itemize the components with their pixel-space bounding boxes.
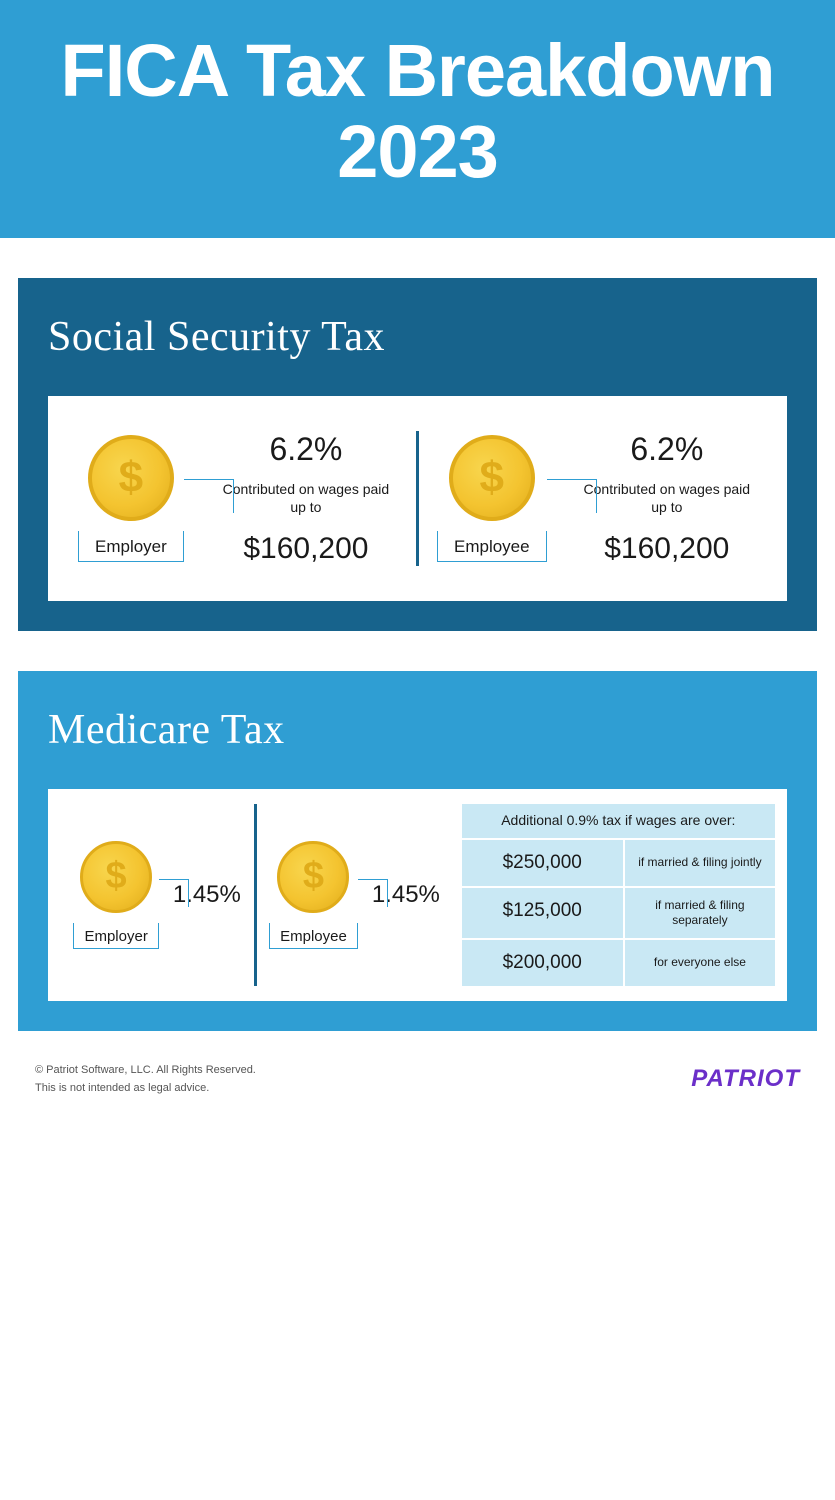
ss-employee-label: Employee xyxy=(437,531,547,562)
threshold-condition: if married & filing separately xyxy=(625,888,775,938)
coin-icon: $ xyxy=(449,435,535,521)
coin-icon: $ xyxy=(277,841,349,913)
medicare-section: Medicare Tax $ Employer 1.45% $ Employee xyxy=(18,671,817,1031)
threshold-amount: $125,000 xyxy=(462,888,625,938)
medicare-title: Medicare Tax xyxy=(48,706,787,754)
med-employee-label: Employee xyxy=(269,923,358,949)
connector-line xyxy=(159,879,189,907)
ss-employee-subtitle: Contributed on wages paid up to xyxy=(577,480,757,516)
coin-icon: $ xyxy=(88,435,174,521)
title-line2: 2023 xyxy=(337,110,498,193)
ss-employee-block: $ Employee 6.2% Contributed on wages pai… xyxy=(427,431,767,566)
med-employer-block: $ Employer 1.45% xyxy=(60,804,254,986)
connector-line xyxy=(184,479,234,513)
ss-employee-wage-base: $160,200 xyxy=(604,532,729,566)
ss-employer-subtitle: Contributed on wages paid up to xyxy=(214,480,398,516)
ss-employer-block: $ Employer 6.2% Contributed on wages pai… xyxy=(68,431,408,566)
divider-line xyxy=(416,431,419,566)
social-security-title: Social Security Tax xyxy=(48,313,787,361)
threshold-condition: for everyone else xyxy=(625,940,775,986)
ss-employer-rate: 6.2% xyxy=(269,431,342,468)
page-title: FICA Tax Breakdown 2023 xyxy=(20,30,815,193)
med-employee-block: $ Employee 1.45% xyxy=(257,804,451,986)
ss-employee-rate: 6.2% xyxy=(630,431,703,468)
threshold-amount: $200,000 xyxy=(462,940,625,986)
threshold-amount: $250,000 xyxy=(462,840,625,886)
additional-tax-table: Additional 0.9% tax if wages are over: $… xyxy=(462,804,775,986)
brand-logo: PATRIOT xyxy=(691,1065,800,1093)
connector-line xyxy=(547,479,597,513)
page-footer: © Patriot Software, LLC. All Rights Rese… xyxy=(0,1031,835,1098)
ss-employer-wage-base: $160,200 xyxy=(243,532,368,566)
additional-tax-heading: Additional 0.9% tax if wages are over: xyxy=(462,804,775,840)
threshold-condition: if married & filing jointly xyxy=(625,840,775,886)
coin-icon: $ xyxy=(80,841,152,913)
connector-line xyxy=(358,879,388,907)
table-row: $125,000 if married & filing separately xyxy=(462,888,775,940)
social-security-card: $ Employer 6.2% Contributed on wages pai… xyxy=(48,396,787,601)
disclaimer-text: This is not intended as legal advice. xyxy=(35,1079,256,1098)
page-header: FICA Tax Breakdown 2023 xyxy=(0,0,835,238)
copyright-text: © Patriot Software, LLC. All Rights Rese… xyxy=(35,1061,256,1080)
medicare-card: $ Employer 1.45% $ Employee 1.45% Additi… xyxy=(48,789,787,1001)
social-security-section: Social Security Tax $ Employer 6.2% Cont… xyxy=(18,278,817,631)
table-row: $250,000 if married & filing jointly xyxy=(462,840,775,888)
footer-text: © Patriot Software, LLC. All Rights Rese… xyxy=(35,1061,256,1098)
title-line1: FICA Tax Breakdown xyxy=(61,29,775,112)
med-employer-label: Employer xyxy=(73,923,158,949)
ss-employer-label: Employer xyxy=(78,531,184,562)
table-row: $200,000 for everyone else xyxy=(462,940,775,986)
